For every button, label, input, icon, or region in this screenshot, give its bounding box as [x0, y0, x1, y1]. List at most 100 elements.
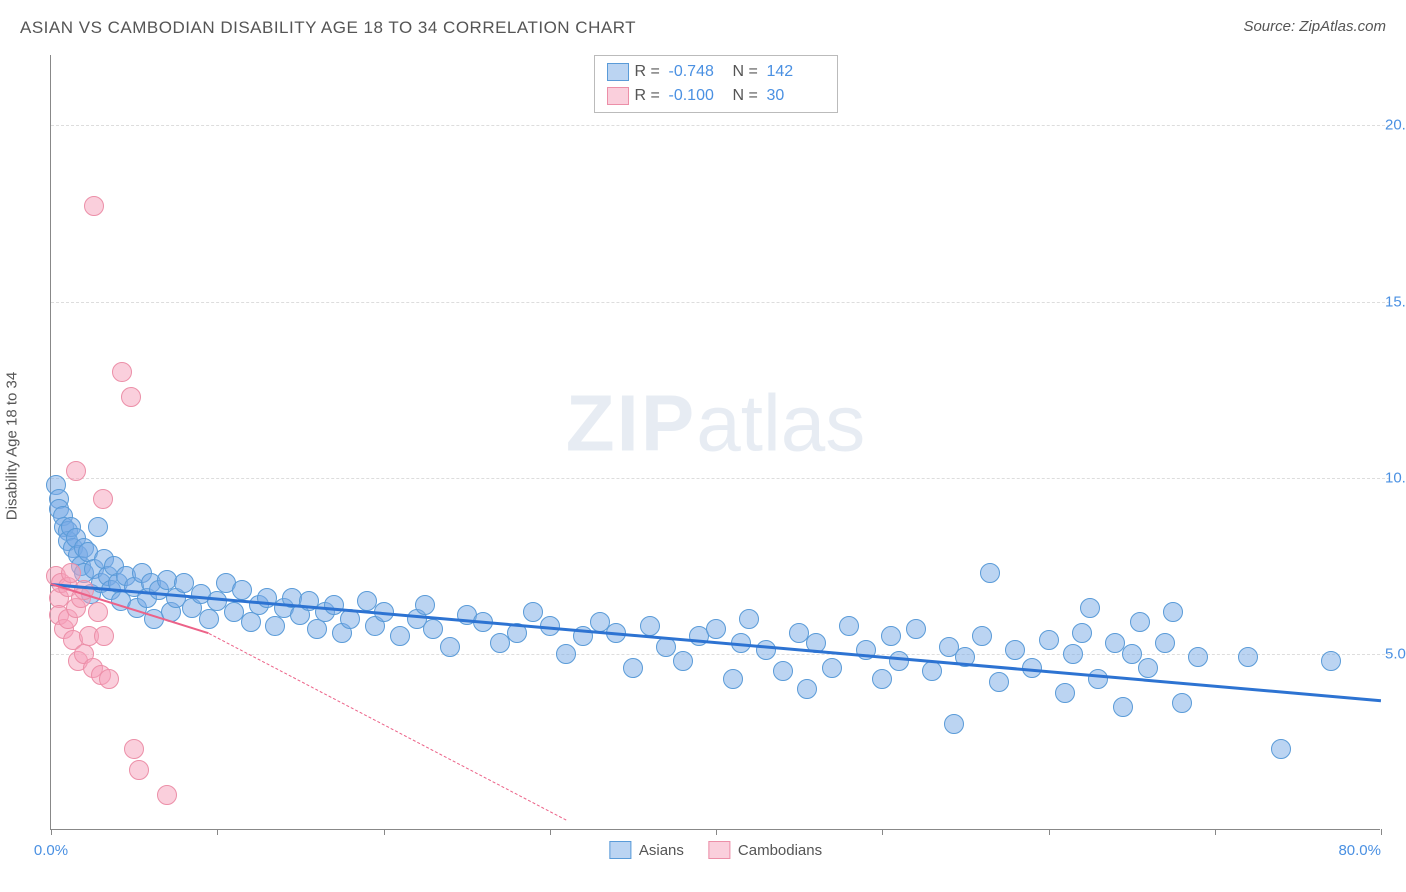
x-tick — [882, 829, 883, 835]
data-point — [673, 651, 693, 671]
gridline — [51, 125, 1390, 126]
data-point — [922, 661, 942, 681]
data-point — [66, 461, 86, 481]
data-point — [1130, 612, 1150, 632]
data-point — [1188, 647, 1208, 667]
data-point — [265, 616, 285, 636]
data-point — [623, 658, 643, 678]
data-point — [1321, 651, 1341, 671]
data-point — [324, 595, 344, 615]
data-point — [739, 609, 759, 629]
data-point — [872, 669, 892, 689]
data-point — [1271, 739, 1291, 759]
data-point — [1063, 644, 1083, 664]
x-tick-label: 80.0% — [1338, 842, 1381, 859]
data-point — [944, 714, 964, 734]
data-point — [84, 196, 104, 216]
data-point — [88, 517, 108, 537]
data-point — [61, 563, 81, 583]
data-point — [112, 362, 132, 382]
data-point — [390, 626, 410, 646]
x-tick — [716, 829, 717, 835]
data-point — [129, 760, 149, 780]
y-tick-label: 5.0% — [1385, 645, 1406, 662]
data-point — [523, 602, 543, 622]
data-point — [822, 658, 842, 678]
legend-item-asians: Asians — [609, 841, 684, 859]
y-tick-label: 15.0% — [1385, 293, 1406, 310]
legend-label: Cambodians — [738, 842, 822, 859]
data-point — [756, 640, 776, 660]
data-point — [839, 616, 859, 636]
x-tick — [51, 829, 52, 835]
legend-row-asians: R = -0.748 N = 142 — [607, 60, 825, 84]
data-point — [440, 637, 460, 657]
data-point — [1163, 602, 1183, 622]
chart-title: ASIAN VS CAMBODIAN DISABILITY AGE 18 TO … — [20, 18, 636, 37]
data-point — [881, 626, 901, 646]
data-point — [121, 387, 141, 407]
data-point — [157, 785, 177, 805]
data-point — [1055, 683, 1075, 703]
correlation-legend: R = -0.748 N = 142 R = -0.100 N = 30 — [594, 55, 838, 113]
data-point — [773, 661, 793, 681]
x-tick — [550, 829, 551, 835]
data-point — [199, 609, 219, 629]
data-point — [99, 669, 119, 689]
data-point — [640, 616, 660, 636]
data-point — [307, 619, 327, 639]
data-point — [706, 619, 726, 639]
data-point — [980, 563, 1000, 583]
data-point — [124, 739, 144, 759]
scatter-plot-area: ZIPatlas R = -0.748 N = 142 R = -0.100 N… — [50, 55, 1380, 830]
data-point — [1172, 693, 1192, 713]
legend-row-cambodians: R = -0.100 N = 30 — [607, 84, 825, 108]
series-legend: Asians Cambodians — [609, 841, 822, 859]
data-point — [972, 626, 992, 646]
data-point — [989, 672, 1009, 692]
data-point — [423, 619, 443, 639]
data-point — [88, 602, 108, 622]
data-point — [1155, 633, 1175, 653]
chart-header: ASIAN VS CAMBODIAN DISABILITY AGE 18 TO … — [20, 18, 1386, 48]
swatch-cambodians — [607, 87, 629, 105]
source-attribution: Source: ZipAtlas.com — [1243, 18, 1386, 35]
data-point — [889, 651, 909, 671]
swatch-asians — [607, 63, 629, 81]
x-tick — [384, 829, 385, 835]
legend-item-cambodians: Cambodians — [708, 841, 822, 859]
swatch-cambodians — [708, 841, 730, 859]
data-point — [1005, 640, 1025, 660]
gridline — [51, 302, 1390, 303]
gridline — [51, 478, 1390, 479]
y-tick-label: 10.0% — [1385, 469, 1406, 486]
data-point — [1138, 658, 1158, 678]
trend-line — [209, 633, 567, 821]
data-point — [1080, 598, 1100, 618]
x-tick — [1381, 829, 1382, 835]
y-axis-label: Disability Age 18 to 34 — [4, 372, 21, 520]
data-point — [1238, 647, 1258, 667]
data-point — [232, 580, 252, 600]
data-point — [906, 619, 926, 639]
watermark-text: ZIPatlas — [566, 378, 865, 470]
x-tick — [217, 829, 218, 835]
data-point — [797, 679, 817, 699]
data-point — [1039, 630, 1059, 650]
data-point — [1072, 623, 1092, 643]
data-point — [94, 626, 114, 646]
data-point — [241, 612, 261, 632]
trend-line — [51, 583, 1381, 702]
y-tick-label: 20.0% — [1385, 117, 1406, 134]
data-point — [1113, 697, 1133, 717]
data-point — [723, 669, 743, 689]
x-tick-label: 0.0% — [34, 842, 68, 859]
data-point — [1088, 669, 1108, 689]
x-tick — [1049, 829, 1050, 835]
data-point — [415, 595, 435, 615]
data-point — [556, 644, 576, 664]
data-point — [93, 489, 113, 509]
swatch-asians — [609, 841, 631, 859]
data-point — [1122, 644, 1142, 664]
legend-label: Asians — [639, 842, 684, 859]
